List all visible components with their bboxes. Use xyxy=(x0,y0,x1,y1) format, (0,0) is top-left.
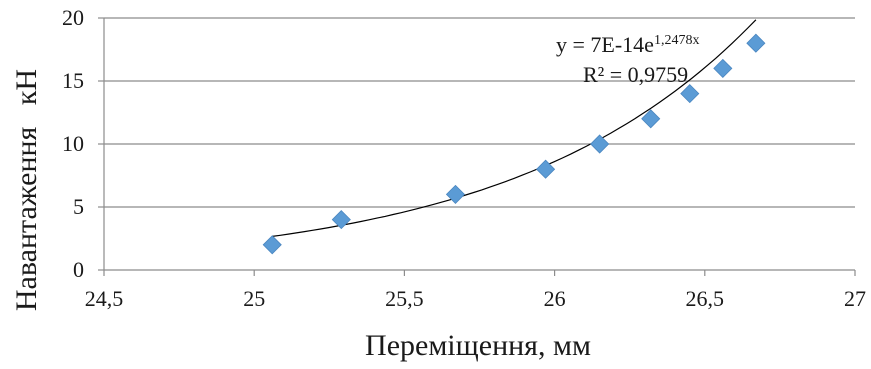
y-tick-label: 5 xyxy=(73,194,84,219)
y-axis-title: Навантаження кН xyxy=(10,69,43,311)
x-tick-label: 25 xyxy=(243,286,265,311)
data-point xyxy=(590,134,610,154)
x-tick-label: 27 xyxy=(844,286,866,311)
x-tick-label: 25,5 xyxy=(385,286,424,311)
trendline-group xyxy=(272,19,757,237)
y-tick-label: 10 xyxy=(62,131,84,156)
y-tick-label: 15 xyxy=(62,68,84,93)
equation-exponent: 1,2478x xyxy=(654,33,700,48)
x-tick-label: 24,5 xyxy=(85,286,124,311)
data-point xyxy=(331,210,351,230)
x-axis-title: Переміщення, мм xyxy=(365,329,591,362)
x-tick-label: 26,5 xyxy=(686,286,725,311)
data-point xyxy=(445,184,466,204)
trendline xyxy=(272,19,757,237)
y-tick-label: 0 xyxy=(73,257,84,282)
data-point xyxy=(713,58,733,78)
data-point xyxy=(746,33,766,53)
r-squared-label: R² = 0,9759 xyxy=(583,62,688,87)
equation-base: y = 7E-14e xyxy=(556,32,654,57)
x-tick-labels: 24,5 25 25,5 26 26,5 27 xyxy=(85,286,866,311)
y-tick-labels: 0 5 10 15 20 xyxy=(62,5,84,282)
gridlines xyxy=(104,17,855,208)
data-point xyxy=(641,109,661,129)
axes xyxy=(98,17,856,276)
data-point xyxy=(536,159,556,179)
x-tick-label: 26 xyxy=(544,286,566,311)
equation-label: y = 7E-14e1,2478x xyxy=(556,32,699,57)
data-point xyxy=(262,235,282,255)
data-points xyxy=(262,33,766,255)
data-point xyxy=(680,84,700,104)
y-tick-label: 20 xyxy=(62,5,84,30)
